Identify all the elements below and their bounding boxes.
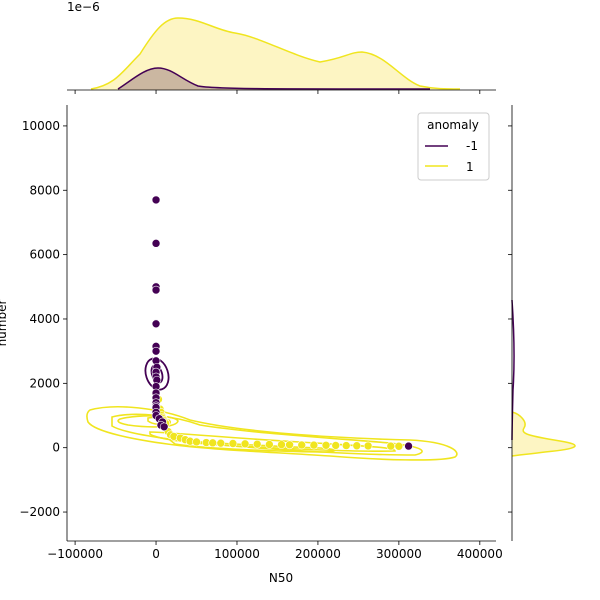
y-tick-label: 6000 (29, 248, 60, 262)
legend-frame (417, 112, 490, 181)
point-normal (277, 440, 286, 449)
top-marginal-line-neg1 (117, 67, 431, 90)
x-tick-label: 100000 (214, 547, 260, 561)
point-normal (309, 440, 319, 450)
scatter-points (151, 195, 413, 451)
y-tick-label: 2000 (29, 376, 60, 390)
x-tick-label: 0 (152, 547, 160, 561)
legend-label-1: 1 (466, 160, 474, 174)
right-marginal-fill-1 (512, 412, 576, 456)
y-tick-label: 4000 (29, 312, 60, 326)
point-anomaly (151, 346, 161, 356)
top-marginal-fill-1 (91, 18, 460, 90)
y-tick-label: 10000 (22, 119, 60, 133)
y-axis-label: number (0, 300, 9, 347)
point-normal (331, 441, 341, 450)
point-anomaly (151, 285, 161, 295)
x-axis-label: N50 (269, 571, 293, 585)
point-normal (386, 441, 396, 451)
contour-1-inner-d (167, 439, 336, 453)
legend-title: anomaly (427, 118, 479, 132)
point-normal (265, 440, 274, 449)
point-normal (297, 440, 307, 450)
kde-contours-1 (86, 406, 458, 461)
legend: anomaly -1 1 (417, 112, 490, 181)
top-marginal-line-1 (90, 17, 461, 90)
legend-label-neg1: -1 (466, 139, 478, 153)
x-ticks: −100000 0 100000 200000 300000 400000 (47, 541, 503, 561)
y-tick-label: 8000 (29, 183, 60, 197)
x-tick-label: 400000 (457, 547, 503, 561)
point-normal (394, 441, 404, 451)
point-normal (252, 439, 262, 449)
point-normal (240, 439, 250, 449)
point-normal (228, 439, 238, 448)
x-tick-label: 200000 (295, 547, 341, 561)
point-anomaly (151, 239, 161, 248)
point-normal (192, 437, 201, 447)
y-ticks: −2000 0 2000 4000 6000 8000 10000 (19, 119, 67, 519)
point-normal (352, 441, 362, 451)
point-normal (341, 441, 351, 450)
point-normal (285, 440, 294, 450)
right-marginal-kde (508, 105, 576, 541)
point-anomaly (159, 422, 169, 432)
point-anomaly (151, 319, 161, 329)
right-marginal-line-1 (511, 411, 576, 457)
contour-1-outer (86, 406, 458, 461)
point-normal (216, 438, 226, 448)
y-tick-label: 0 (52, 441, 60, 455)
point-anomaly (151, 195, 161, 205)
y-tick-label: −2000 (19, 505, 60, 519)
point-normal (363, 441, 373, 451)
top-marginal-offset-label: 1e−6 (67, 0, 100, 14)
point-normal (321, 440, 331, 450)
contour-neg1-outer (144, 357, 170, 391)
point-normal (208, 438, 217, 448)
x-tick-label: 300000 (376, 547, 422, 561)
top-marginal-kde: 1e−6 (67, 0, 496, 94)
main-axes: −100000 0 100000 200000 300000 400000 −2000 0 2… (0, 105, 503, 585)
x-tick-label: −100000 (47, 547, 103, 561)
point-anomaly (404, 441, 413, 451)
